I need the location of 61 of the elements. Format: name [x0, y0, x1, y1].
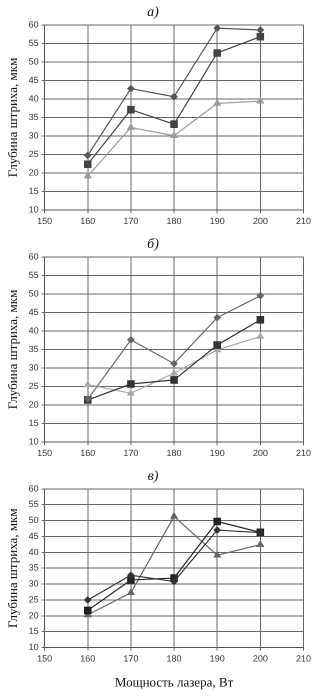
y-tick-label: 25	[28, 594, 39, 604]
y-tick-label: 60	[28, 251, 39, 262]
y-tick-label: 45	[28, 306, 39, 317]
x-tick-label: 190	[210, 448, 225, 458]
x-tick-label: 180	[166, 653, 182, 664]
x-tick-label: 190	[210, 216, 225, 226]
x-tick-label: 170	[123, 448, 138, 458]
y-tick-label: 10	[28, 642, 39, 652]
x-tick-label: 170	[123, 216, 138, 226]
y-tick-label: 10	[28, 204, 39, 215]
y-tick-label: 45	[28, 74, 39, 85]
x-tick-label: 150	[37, 653, 52, 664]
y-tick-label: 50	[28, 515, 39, 526]
y-tick-label: 15	[28, 418, 39, 428]
y-axis-title: Глубина штриха, мкм	[5, 58, 20, 178]
y-tick-label: 10	[28, 436, 39, 447]
y-tick-label: 35	[28, 112, 39, 122]
y-tick-label: 60	[28, 483, 39, 494]
y-tick-label: 20	[28, 168, 39, 178]
y-tick-label: 15	[28, 626, 39, 636]
x-tick-label: 210	[296, 448, 312, 458]
x-tick-label: 160	[80, 448, 96, 458]
chart-title: в)	[148, 469, 159, 484]
x-axis-title: Мощность лазера, Вт	[114, 674, 234, 690]
y-tick-label: 20	[28, 610, 39, 620]
x-tick-label: 160	[80, 653, 96, 664]
y-tick-label: 50	[28, 56, 39, 66]
y-tick-label: 15	[28, 186, 39, 196]
y-tick-label: 55	[28, 38, 39, 48]
y-tick-label: 25	[28, 381, 39, 392]
x-tick-label: 200	[252, 448, 268, 458]
x-tick-label: 180	[166, 448, 182, 458]
y-tick-label: 35	[28, 344, 39, 354]
chart-title: а)	[147, 5, 160, 20]
x-tick-label: 150	[37, 448, 52, 458]
x-tick-label: 200	[252, 653, 268, 664]
x-tick-label: 180	[166, 216, 182, 226]
y-tick-label: 30	[28, 362, 39, 373]
y-tick-label: 55	[28, 499, 39, 510]
y-tick-label: 20	[28, 400, 39, 410]
y-axis-title: Глубина штриха, мкм	[5, 508, 20, 628]
y-tick-label: 40	[28, 325, 39, 336]
y-tick-label: 60	[28, 19, 39, 30]
x-tick-label: 200	[252, 216, 268, 226]
y-tick-label: 40	[28, 546, 39, 557]
y-tick-label: 40	[28, 93, 39, 104]
x-tick-label: 160	[80, 216, 96, 226]
x-tick-label: 210	[296, 216, 312, 226]
y-tick-label: 50	[28, 288, 39, 298]
y-tick-label: 55	[28, 270, 39, 280]
y-tick-label: 25	[28, 149, 39, 160]
y-tick-label: 35	[28, 562, 39, 573]
x-tick-label: 210	[296, 653, 312, 664]
x-tick-label: 190	[210, 653, 225, 664]
chart-title: б)	[147, 237, 160, 252]
x-tick-label: 170	[123, 653, 138, 664]
y-tick-label: 30	[28, 578, 39, 589]
y-tick-label: 45	[28, 530, 39, 541]
y-axis-title: Глубина штриха, мкм	[5, 290, 20, 410]
y-tick-label: 30	[28, 130, 39, 141]
x-tick-label: 150	[37, 216, 52, 226]
